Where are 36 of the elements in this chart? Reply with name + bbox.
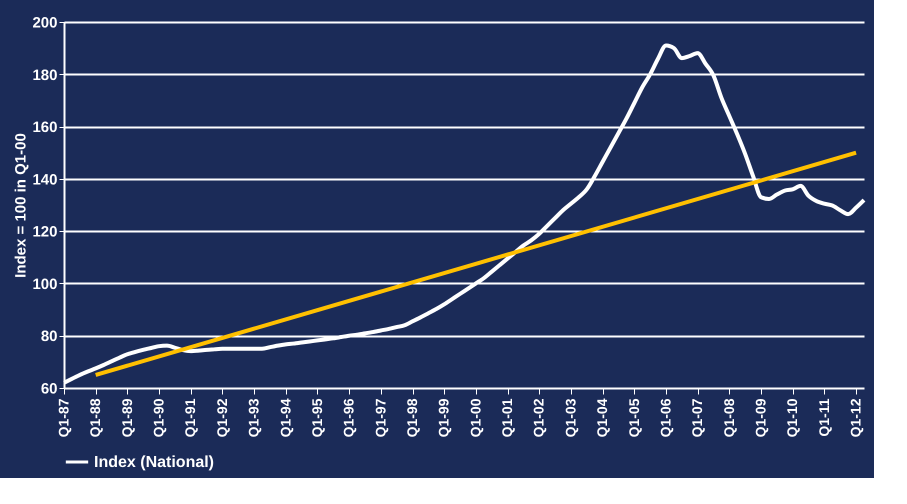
x-tick-label: Q1-01 xyxy=(499,398,516,438)
y-tick-label: 60 xyxy=(40,380,58,398)
x-tick-label: Q1-93 xyxy=(246,398,262,438)
x-tick-label: Q1-94 xyxy=(277,398,294,438)
x-tick-label: Q1-99 xyxy=(436,398,452,438)
y-tick-label: 100 xyxy=(32,276,58,293)
x-tick-label: Q1-92 xyxy=(214,398,230,438)
x-tick-label: Q1-95 xyxy=(308,398,325,438)
x-tick-label: Q1-09 xyxy=(752,398,769,438)
x-tick-label: Q1-03 xyxy=(562,398,578,438)
y-tick-label: 200 xyxy=(32,14,58,32)
x-tick-label: Q1-87 xyxy=(56,398,72,438)
y-axis-title: Index = 100 in Q1-00 xyxy=(12,133,30,278)
x-tick-label: Q1-98 xyxy=(404,398,420,438)
y-tick-label: 140 xyxy=(32,171,58,188)
x-tick-label: Q1-02 xyxy=(530,398,547,438)
x-tick-label: Q1-90 xyxy=(150,398,167,438)
y-tick-label: 180 xyxy=(32,66,58,84)
x-tick-label: Q1-89 xyxy=(118,398,135,438)
x-tick-label: Q1-08 xyxy=(720,398,737,438)
y-tick-label: 160 xyxy=(32,119,58,136)
x-tick-label: Q1-88 xyxy=(87,398,104,438)
y-tick-label: 80 xyxy=(40,328,58,346)
x-tick-label: Q1-07 xyxy=(689,398,706,438)
x-tick-label: Q1-00 xyxy=(467,398,484,438)
x-tick-label: Q1-11 xyxy=(816,398,832,437)
x-tick-label: Q1-05 xyxy=(626,398,642,438)
legend-label: Index (National) xyxy=(94,454,214,471)
x-tick-label: Q1-04 xyxy=(594,398,610,438)
y-tick-label: 120 xyxy=(32,224,58,241)
x-tick-label: Q1-12 xyxy=(848,398,864,438)
x-tick-label: Q1-96 xyxy=(340,398,357,438)
x-tick-label: Q1-10 xyxy=(784,398,800,438)
x-tick-label: Q1-97 xyxy=(372,398,388,438)
x-tick-label: Q1-06 xyxy=(657,398,674,438)
x-tick-label: Q1-91 xyxy=(182,398,198,438)
